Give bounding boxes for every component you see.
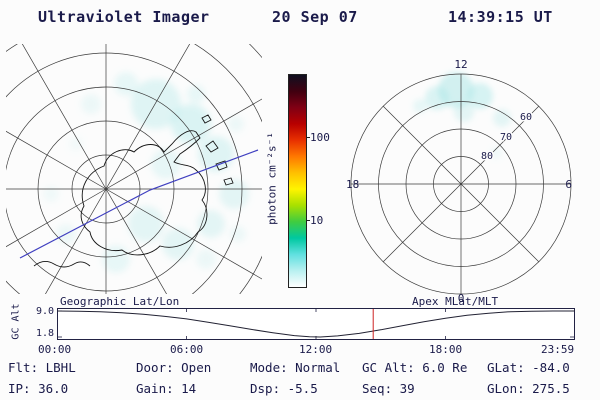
apex-polar-panel: 12 18 6 0 60 70 80 bbox=[346, 58, 572, 305]
mlt-label-18: 18 bbox=[346, 178, 359, 191]
status-ip: IP: 36.0 bbox=[8, 381, 69, 396]
strip-xtick-2359: 23:59 bbox=[541, 343, 575, 356]
strip-frame bbox=[57, 308, 575, 340]
colorbar-tick-10: 10 bbox=[310, 214, 324, 227]
strip-ytick-bottom: 1.8 bbox=[35, 328, 54, 339]
strip-xtick-0000: 00:00 bbox=[38, 343, 72, 356]
apex-panel-caption: Apex MLat/MLT bbox=[412, 295, 499, 308]
strip-xtick-1200: 12:00 bbox=[299, 343, 333, 356]
geo-aurora-emission bbox=[43, 72, 249, 273]
app-title: Ultraviolet Imager bbox=[38, 8, 210, 26]
mlat-label-70: 70 bbox=[500, 132, 512, 143]
geo-latlon-grid bbox=[6, 44, 262, 294]
time-label: 14:39:15 UT bbox=[448, 8, 553, 26]
status-mode: Mode: Normal bbox=[250, 360, 341, 375]
status-gc-alt: GC Alt: 6.0 Re bbox=[362, 360, 468, 375]
strip-xtick-1800: 18:00 bbox=[429, 343, 463, 356]
mlat-label-60: 60 bbox=[520, 112, 532, 123]
satellite-track-line bbox=[19, 149, 259, 259]
gc-alt-strip-chart bbox=[57, 308, 575, 340]
colorbar-tick-100: 100 bbox=[310, 131, 330, 144]
mlat-label-80: 80 bbox=[481, 151, 493, 162]
status-glat: GLat: -84.0 bbox=[487, 360, 570, 375]
colorbar-tickmark-10 bbox=[306, 220, 310, 221]
status-door: Door: Open bbox=[136, 360, 212, 375]
strip-ytick-top: 9.0 bbox=[35, 306, 54, 317]
status-flt: Flt: LBHL bbox=[8, 360, 76, 375]
geographic-map-panel bbox=[6, 44, 262, 294]
strip-xtick-0600: 06:00 bbox=[170, 343, 204, 356]
colorbar bbox=[288, 74, 307, 288]
apex-aurora-emission bbox=[413, 72, 511, 159]
status-dsp: Dsp: -5.5 bbox=[250, 381, 318, 396]
colorbar-label: photon cm⁻²s⁻¹ bbox=[265, 132, 279, 225]
geo-panel-caption: Geographic Lat/Lon bbox=[60, 295, 180, 308]
gc-alt-curve bbox=[57, 310, 575, 338]
antarctica-coastline bbox=[33, 114, 234, 268]
mlt-label-12: 12 bbox=[454, 58, 467, 71]
date-label: 20 Sep 07 bbox=[272, 8, 358, 26]
mlt-label-0: 0 bbox=[458, 292, 465, 305]
status-gain: Gain: 14 bbox=[136, 381, 197, 396]
mlt-label-6: 6 bbox=[565, 178, 572, 191]
status-seq: Seq: 39 bbox=[362, 381, 415, 396]
colorbar-tickmark-100 bbox=[306, 137, 310, 138]
apex-grid bbox=[350, 73, 572, 295]
status-glon: GLon: 275.5 bbox=[487, 381, 570, 396]
